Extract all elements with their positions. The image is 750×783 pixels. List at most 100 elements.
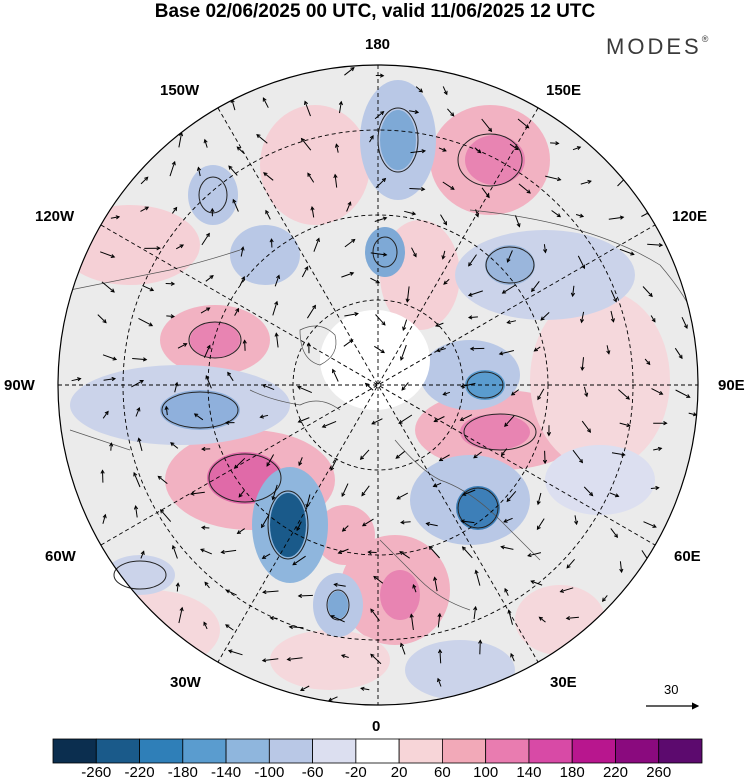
wind-vector xyxy=(237,528,245,534)
wind-vector xyxy=(200,307,210,314)
wind-vector-head xyxy=(485,193,490,199)
wind-vector-head xyxy=(193,413,199,418)
wind-vector xyxy=(101,281,115,293)
wind-vector-head xyxy=(364,382,370,387)
wind-vector-head xyxy=(297,418,303,423)
wind-vector-head xyxy=(625,395,630,400)
wind-vector xyxy=(176,583,179,592)
wind-vector xyxy=(301,266,309,278)
registered-mark: ® xyxy=(701,34,709,44)
colorbar-tick-label: -180 xyxy=(167,764,198,781)
graticule xyxy=(58,65,698,705)
wind-vector xyxy=(263,590,279,593)
map-title: Base 02/06/2025 00 UTC, valid 11/06/2025… xyxy=(154,1,596,22)
wind-vector xyxy=(138,317,153,327)
wind-vector xyxy=(275,333,279,348)
wind-vector-head xyxy=(262,589,267,595)
wind-vector xyxy=(132,358,147,361)
wind-vector xyxy=(228,650,243,656)
wind-vector-head xyxy=(433,576,438,581)
wind-vector-head xyxy=(200,548,205,553)
wind-vector-head xyxy=(438,457,444,462)
wind-vector-head xyxy=(206,307,211,312)
wind-vector xyxy=(287,657,303,660)
wind-vector-head xyxy=(400,642,405,648)
wind-vector-head xyxy=(418,88,424,93)
wind-vector xyxy=(341,272,354,278)
wind-vector-head xyxy=(262,97,267,102)
wind-vector xyxy=(200,548,212,555)
wind-vector-head xyxy=(205,375,210,380)
wind-vector xyxy=(395,450,406,459)
wind-vector xyxy=(609,492,619,497)
wind-vector xyxy=(412,584,417,593)
wind-vector xyxy=(203,345,211,358)
wind-vector xyxy=(103,378,116,381)
wind-vector xyxy=(608,216,624,220)
wind-vector-head xyxy=(304,100,309,105)
wind-vector xyxy=(539,616,546,623)
wind-vector xyxy=(244,340,246,351)
wind-vector-head xyxy=(351,238,356,243)
wind-vector-head xyxy=(401,386,406,391)
wind-vector xyxy=(298,417,310,423)
wind-vector xyxy=(396,492,409,500)
wind-vector xyxy=(443,391,451,396)
colorbar-swatch xyxy=(658,738,703,764)
wind-vector xyxy=(410,614,414,630)
wind-vector xyxy=(439,649,442,664)
wind-vector xyxy=(606,345,610,354)
wind-vector xyxy=(518,183,531,194)
wind-vector xyxy=(566,616,579,619)
wind-vector-head xyxy=(240,246,245,251)
wind-vector xyxy=(330,615,345,623)
wind-vector xyxy=(344,313,358,317)
wind-vector xyxy=(409,110,419,113)
label-lon-120e: 120E xyxy=(672,208,708,225)
wind-vector xyxy=(551,210,561,218)
wind-vector-head xyxy=(225,624,230,629)
wind-vectors xyxy=(71,67,698,702)
wind-vector xyxy=(580,180,592,185)
wind-vector-head xyxy=(467,315,473,320)
wind-vector xyxy=(338,548,349,554)
wind-vector-head xyxy=(341,492,346,498)
wind-vector-head xyxy=(330,615,335,619)
wind-vector-head xyxy=(203,621,208,626)
wind-vector xyxy=(322,420,337,428)
wind-vector xyxy=(232,199,239,212)
wind-vector-head xyxy=(321,423,327,428)
wind-vector-head xyxy=(428,545,433,551)
wind-vector-head xyxy=(340,654,346,659)
wind-vector xyxy=(647,243,663,246)
wind-vector-head xyxy=(658,242,664,248)
label-lon-90w: 90W xyxy=(4,377,35,394)
wind-vector xyxy=(644,358,651,365)
wind-vector xyxy=(506,490,517,502)
wind-vector-head xyxy=(367,550,372,555)
wind-vector xyxy=(479,640,481,655)
wind-vector xyxy=(140,206,149,212)
wind-vector-head xyxy=(375,279,381,284)
wind-vector xyxy=(373,576,384,584)
wind-vector xyxy=(239,276,245,286)
colorbar-tick-label: -20 xyxy=(345,764,367,781)
wind-vector xyxy=(262,658,279,662)
wind-vector xyxy=(102,411,109,419)
wind-vector xyxy=(566,558,575,569)
wind-vector-head xyxy=(100,469,105,474)
wind-vector xyxy=(434,577,438,592)
wind-vector xyxy=(499,350,515,355)
wind-vector-head xyxy=(565,615,571,621)
wind-vector xyxy=(262,553,271,559)
wind-vector-head xyxy=(473,454,478,459)
wind-vector xyxy=(97,314,107,323)
wind-vector xyxy=(374,217,387,222)
wind-vector-head xyxy=(398,419,403,424)
wind-vector xyxy=(306,305,316,319)
wind-vector xyxy=(342,525,349,532)
wind-vector xyxy=(165,406,168,416)
wind-vector-head xyxy=(288,624,294,630)
label-lon-90e: 90E xyxy=(718,377,745,394)
wind-vector xyxy=(583,486,593,496)
